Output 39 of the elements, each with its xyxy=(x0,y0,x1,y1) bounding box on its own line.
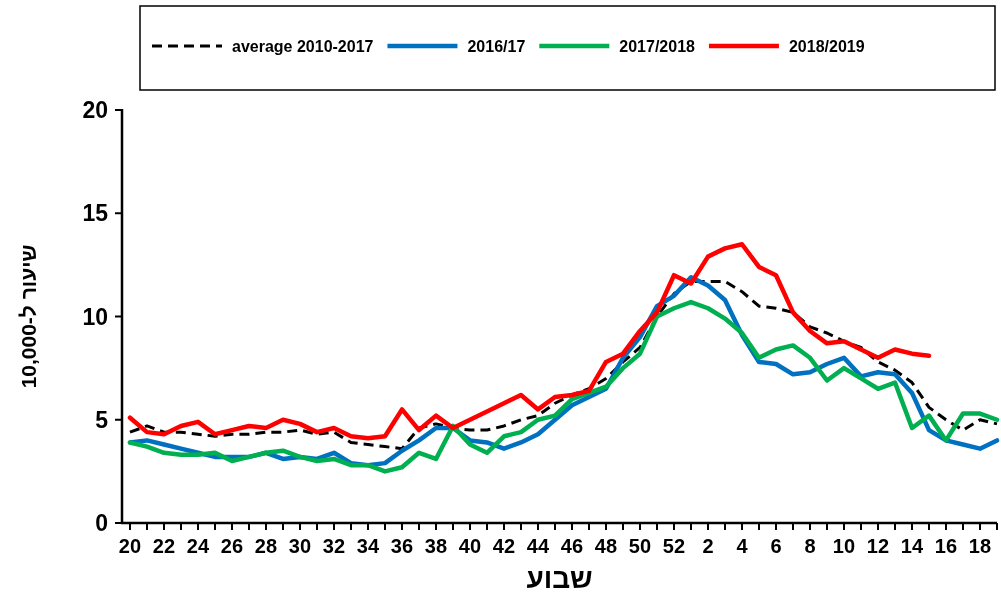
x-tick-label: 46 xyxy=(560,535,584,557)
y-axis-title: שיעור ל-10,000 xyxy=(17,244,40,389)
x-tick-label: 10 xyxy=(832,535,856,557)
x-tick-label: 50 xyxy=(628,535,652,557)
legend-label: average 2010-2017 xyxy=(232,38,374,55)
x-tick-label: 4 xyxy=(736,535,749,557)
x-tick-label: 18 xyxy=(968,535,992,557)
x-tick-label: 26 xyxy=(220,535,244,557)
x-tick-label: 16 xyxy=(934,535,958,557)
y-tick-label: 10 xyxy=(82,303,108,330)
x-tick-label: 2 xyxy=(702,535,714,557)
legend-label: 2018/2019 xyxy=(788,38,865,55)
x-tick-label: 6 xyxy=(770,535,782,557)
x-tick-label: 14 xyxy=(900,535,924,557)
x-tick-label: 34 xyxy=(356,535,380,557)
line-series xyxy=(127,299,1000,474)
x-tick-label: 36 xyxy=(390,535,414,557)
line-series xyxy=(127,241,932,441)
x-tick-label: 38 xyxy=(424,535,448,557)
x-tick-label: 20 xyxy=(118,535,142,557)
x-axis-title: שבוע xyxy=(526,563,593,594)
y-tick-label: 5 xyxy=(95,406,109,433)
y-tick-label: 20 xyxy=(82,97,108,123)
x-tick-label: 24 xyxy=(186,535,210,557)
x-tick-label: 8 xyxy=(804,535,816,557)
x-tick-label: 32 xyxy=(322,535,346,557)
x-tick-label: 22 xyxy=(152,535,176,557)
x-tick-label: 28 xyxy=(254,535,278,557)
x-tick-label: 42 xyxy=(492,535,516,557)
x-tick-label: 30 xyxy=(288,535,312,557)
x-tick-label: 48 xyxy=(594,535,618,557)
x-tick-label: 44 xyxy=(526,535,550,557)
x-tick-label: 52 xyxy=(662,535,686,557)
y-tick-label: 0 xyxy=(95,510,108,536)
x-tick-label: 12 xyxy=(866,535,890,557)
legend-label: 2017/2018 xyxy=(619,38,696,55)
y-tick-label: 15 xyxy=(82,200,109,227)
x-tick-label: 40 xyxy=(458,535,482,557)
legend-label: 2016/17 xyxy=(467,38,526,55)
